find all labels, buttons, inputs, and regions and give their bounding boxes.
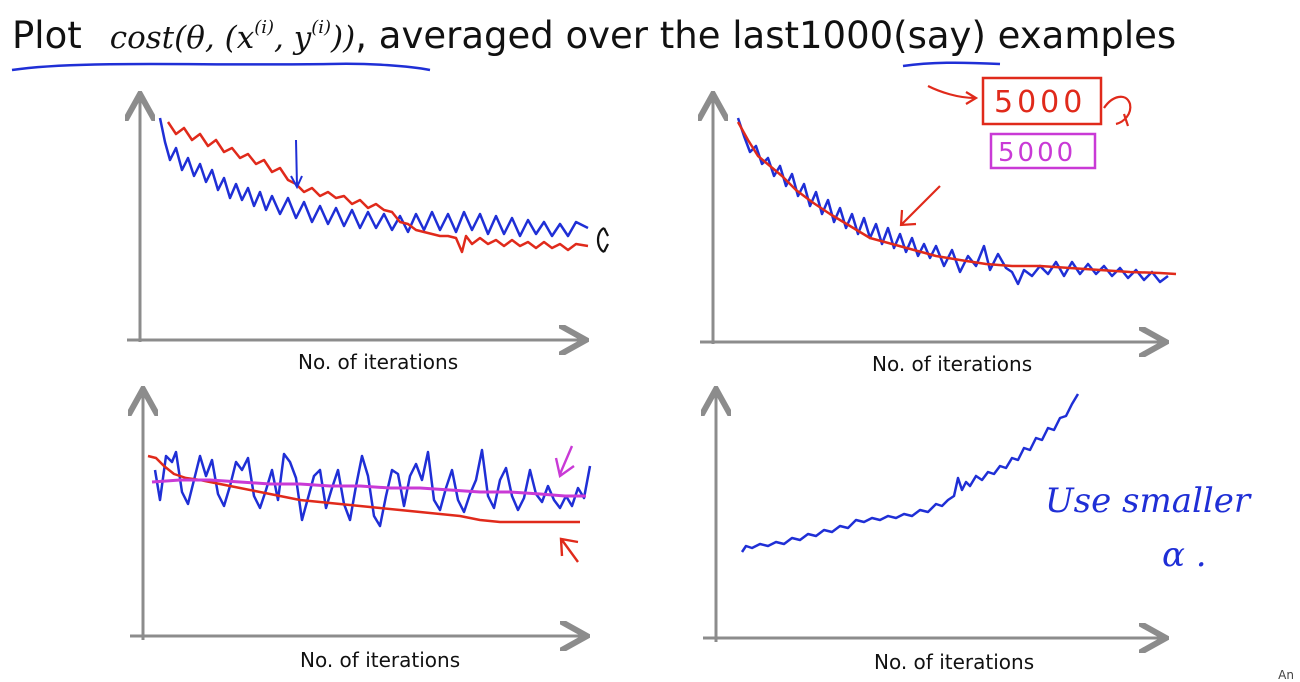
magenta-5000-box (989, 132, 1097, 170)
blue-cost-curve (153, 448, 592, 528)
title-averaged-text: , averaged over the last (355, 14, 799, 57)
blue-cost-curve (158, 117, 589, 238)
title-cost-formula: cost(θ, (x(i), y(i))) (109, 16, 356, 56)
magenta-averaged-curve (151, 478, 586, 498)
red-arrow-out (1103, 95, 1132, 127)
pointer-arrow (290, 139, 303, 190)
title-formula-underline (11, 62, 431, 72)
note-alpha: α . (1162, 535, 1207, 575)
slide-title: Plot cost(θ, (x(i), y(i))) , averaged ov… (12, 14, 1176, 66)
plot-bottom-left-xlabel: No. of iterations (300, 648, 461, 672)
red-5000-box (981, 76, 1103, 126)
red-arrow-in (927, 85, 979, 105)
red-pointer-arrow (559, 537, 579, 563)
gap-marker (596, 227, 609, 253)
plot-top-right-xlabel: No. of iterations (872, 352, 1033, 376)
plot-top-left-xlabel: No. of iterations (298, 350, 459, 374)
title-plot-word: Plot (12, 14, 82, 57)
corner-watermark: An (1278, 668, 1294, 682)
red-averaged-curve (166, 121, 589, 254)
pointer-arrow (899, 185, 941, 227)
plot-bottom-right-xlabel: No. of iterations (874, 650, 1035, 674)
red-5000-label: 5000 (994, 85, 1086, 120)
blue-diverging-curve (740, 393, 1080, 553)
red-averaged-curve (147, 454, 580, 524)
title-say-examples: (say) examples (893, 14, 1177, 57)
plot-bottom-left (130, 392, 592, 640)
red-averaged-curve (736, 121, 1177, 276)
plot-top-right: 5000 5000 (700, 76, 1177, 344)
title-number-underline (902, 61, 1001, 68)
note-use-smaller: Use smaller (1045, 481, 1252, 521)
title-example-count: 1000 (798, 14, 894, 57)
plot-bottom-right: Use smaller α . (703, 392, 1252, 642)
magenta-5000-label: 5000 (998, 138, 1076, 168)
magenta-pointer-arrow (554, 445, 575, 479)
plot-top-left (127, 97, 609, 342)
